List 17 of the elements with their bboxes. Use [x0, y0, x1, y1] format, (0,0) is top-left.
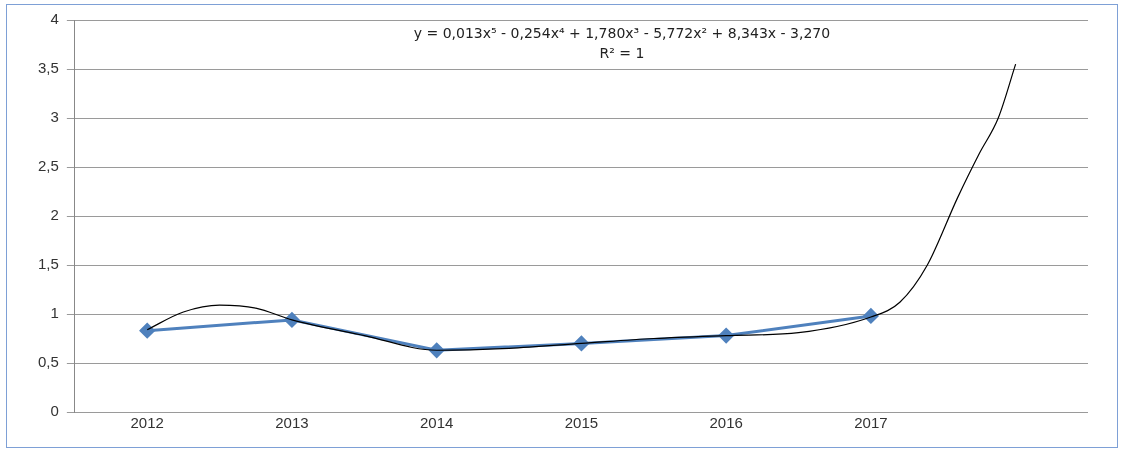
x-tick-label: 2017 — [854, 414, 888, 432]
y-tick-label: 1 — [50, 304, 59, 322]
x-tick-label: 2016 — [709, 414, 743, 432]
y-tick-label: 0,5 — [37, 353, 59, 371]
x-tick-label: 2014 — [420, 414, 454, 432]
x-tick-label: 2012 — [130, 414, 164, 432]
y-tick-label: 3 — [50, 108, 59, 126]
y-tick-label: 2 — [50, 206, 59, 224]
x-tick-label: 2015 — [564, 414, 599, 432]
annotation: y = 0,013x⁵ - 0,254x⁴ + 1,780x³ - 5,772x² + 8,343x - 3,270 — [413, 25, 831, 41]
y-tick-label: 2,5 — [37, 157, 59, 175]
y-tick-label: 0 — [50, 402, 59, 420]
y-tick-label: 3,5 — [37, 59, 59, 77]
y-tick-label: 4 — [50, 10, 59, 28]
annotation: R² = 1 — [599, 45, 645, 61]
x-tick-label: 2013 — [275, 414, 309, 432]
y-tick-label: 1,5 — [37, 255, 59, 273]
